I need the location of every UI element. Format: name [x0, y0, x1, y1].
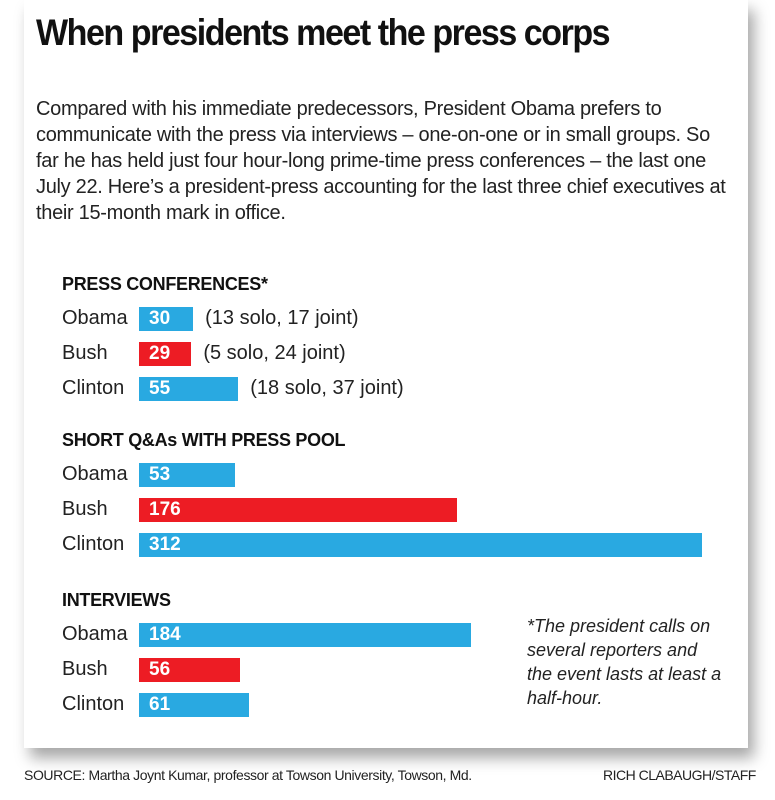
category-label: Obama — [62, 623, 128, 645]
bar — [139, 377, 239, 401]
bar — [139, 533, 702, 557]
value-label: 61 — [149, 694, 171, 715]
category-label: Bush — [62, 342, 108, 364]
value-label: 30 — [149, 308, 171, 329]
category-label: Bush — [62, 498, 108, 520]
breakdown-note: (13 solo, 17 joint) — [205, 307, 359, 329]
value-label: 312 — [149, 534, 181, 555]
bar — [139, 623, 472, 647]
value-label: 176 — [149, 499, 181, 520]
section-title: SHORT Q&As WITH PRESS POOL — [62, 430, 346, 450]
source-note: SOURCE: Martha Joynt Kumar, professor at… — [24, 767, 472, 783]
section-title: PRESS CONFERENCES* — [62, 274, 268, 294]
bar — [139, 307, 194, 331]
intro-text: Compared with his immediate predecessors… — [36, 98, 726, 224]
value-label: 55 — [149, 378, 171, 399]
category-label: Obama — [62, 463, 128, 485]
category-label: Clinton — [62, 377, 125, 399]
breakdown-note: (5 solo, 24 joint) — [203, 342, 346, 364]
category-label: Clinton — [62, 533, 125, 555]
bar — [139, 342, 192, 366]
bar — [139, 693, 250, 717]
bar — [139, 658, 241, 682]
value-label: 184 — [149, 624, 181, 645]
footnote: *The president calls on several reporter… — [527, 616, 722, 708]
breakdown-note: (18 solo, 37 joint) — [250, 377, 404, 399]
bar — [139, 463, 235, 487]
value-label: 53 — [149, 464, 171, 485]
credit: RICH CLABAUGH/STAFF — [603, 767, 756, 783]
category-label: Clinton — [62, 693, 125, 715]
chart-title: When presidents meet the press corps — [36, 12, 611, 53]
category-label: Bush — [62, 658, 108, 680]
category-label: Obama — [62, 307, 128, 329]
value-label: 29 — [149, 343, 171, 364]
bar — [139, 498, 457, 522]
value-label: 56 — [149, 659, 171, 680]
section-title: INTERVIEWS — [62, 590, 171, 610]
